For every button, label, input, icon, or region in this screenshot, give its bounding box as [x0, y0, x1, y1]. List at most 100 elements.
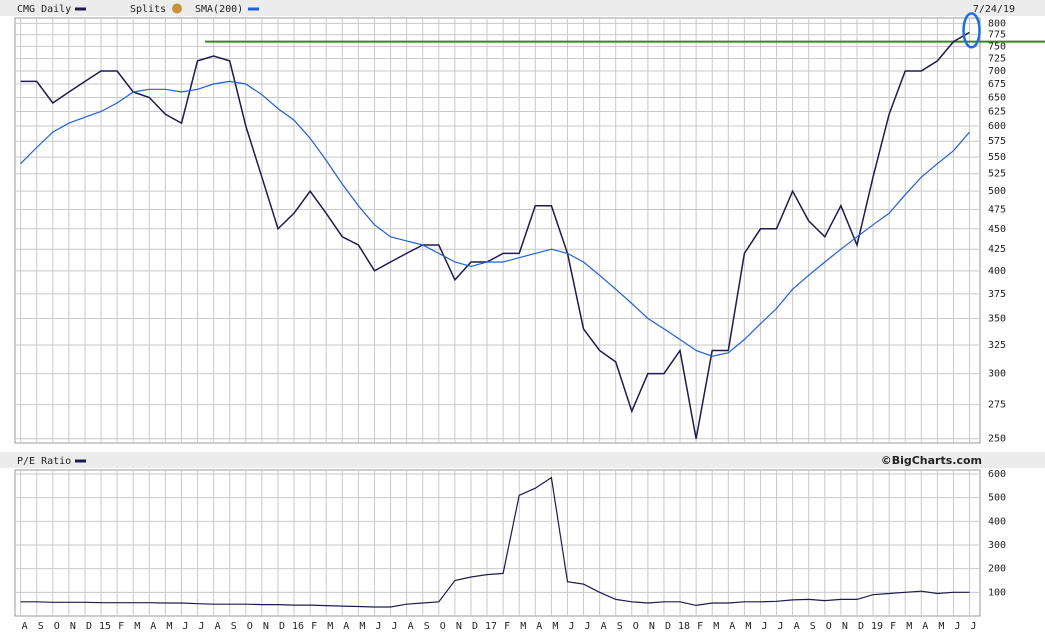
- x-tick-label: 19: [871, 621, 883, 632]
- y-tick-label: 375: [988, 289, 1006, 300]
- y-tick-label: 100: [988, 587, 1006, 598]
- y-tick-label: 725: [988, 53, 1006, 64]
- x-tick-label: M: [327, 621, 333, 632]
- x-tick-label: A: [22, 621, 28, 632]
- y-tick-label: 250: [988, 434, 1006, 445]
- highlight-ellipse: [962, 12, 981, 49]
- x-tick-label: J: [954, 621, 960, 632]
- y-tick-label: 300: [988, 369, 1006, 380]
- header-bar: [0, 0, 1045, 16]
- y-tick-label: 300: [988, 540, 1006, 551]
- y-tick-label: 500: [988, 186, 1006, 197]
- pe-header-bar: [0, 452, 1045, 468]
- x-tick-label: M: [745, 621, 751, 632]
- y-tick-label: 275: [988, 400, 1006, 411]
- x-tick-label: 15: [99, 621, 111, 632]
- series-line: [20, 476, 970, 608]
- y-tick-label: 475: [988, 204, 1006, 215]
- y-tick-label: 450: [988, 224, 1006, 235]
- x-tick-label: 16: [292, 621, 304, 632]
- x-tick-label: J: [182, 621, 188, 632]
- x-tick-label: D: [86, 621, 92, 632]
- x-tick-label: M: [520, 621, 526, 632]
- y-tick-label: 775: [988, 30, 1006, 41]
- credit: ©BigCharts.com: [881, 454, 982, 467]
- x-tick-label: D: [472, 621, 478, 632]
- x-tick-label: N: [649, 621, 655, 632]
- x-tick-label: A: [794, 621, 800, 632]
- price-legend: CMG Daily: [17, 4, 71, 15]
- splits-icon: [172, 3, 182, 14]
- x-tick-label: J: [585, 621, 591, 632]
- y-tick-label: 500: [988, 493, 1006, 504]
- y-tick-label: 675: [988, 79, 1006, 90]
- y-tick-label: 525: [988, 169, 1006, 180]
- x-tick-label: N: [842, 621, 848, 632]
- x-tick-label: N: [263, 621, 269, 632]
- series-line: [20, 80, 970, 357]
- y-tick-label: 350: [988, 314, 1006, 325]
- x-tick-label: O: [54, 621, 60, 632]
- y-tick-label: 600: [988, 121, 1006, 132]
- x-tick-label: S: [231, 621, 237, 632]
- y-tick-label: 400: [988, 266, 1006, 277]
- x-tick-label: A: [922, 621, 928, 632]
- x-tick-label: J: [568, 621, 574, 632]
- plot-area: [14, 469, 981, 617]
- x-tick-label: A: [150, 621, 156, 632]
- pe-legend: P/E Ratio: [17, 456, 71, 467]
- date-label: 7/24/19: [973, 4, 1015, 15]
- x-tick-label: J: [199, 621, 205, 632]
- plot-area: [14, 17, 981, 444]
- x-tick-label: M: [359, 621, 365, 632]
- x-tick-label: N: [70, 621, 76, 632]
- x-tick-label: O: [440, 621, 446, 632]
- x-tick-label: S: [38, 621, 44, 632]
- y-tick-label: 800: [988, 18, 1006, 29]
- x-tick-label: A: [601, 621, 607, 632]
- y-tick-label: 325: [988, 340, 1006, 351]
- x-tick-label: J: [971, 621, 977, 632]
- x-tick-label: M: [906, 621, 912, 632]
- y-tick-label: 650: [988, 92, 1006, 103]
- y-tick-label: 600: [988, 469, 1006, 480]
- x-tick-label: O: [247, 621, 253, 632]
- x-tick-label: M: [713, 621, 719, 632]
- x-tick-label: J: [761, 621, 767, 632]
- x-tick-label: D: [279, 621, 285, 632]
- y-tick-label: 700: [988, 66, 1006, 77]
- x-tick-label: 18: [678, 621, 690, 632]
- y-tick-label: 750: [988, 41, 1006, 52]
- x-tick-label: M: [552, 621, 558, 632]
- x-tick-label: M: [938, 621, 944, 632]
- x-tick-label: O: [633, 621, 639, 632]
- x-tick-label: D: [665, 621, 671, 632]
- sma-legend: SMA(200): [195, 4, 243, 15]
- y-tick-label: 200: [988, 564, 1006, 575]
- x-tick-label: A: [536, 621, 542, 632]
- x-tick-label: A: [729, 621, 735, 632]
- x-tick-label: A: [215, 621, 221, 632]
- x-tick-label: M: [134, 621, 140, 632]
- x-tick-label: D: [858, 621, 864, 632]
- x-tick-label: A: [343, 621, 349, 632]
- x-tick-label: F: [504, 621, 510, 632]
- y-tick-label: 625: [988, 106, 1006, 117]
- x-tick-label: S: [810, 621, 816, 632]
- series-line: [20, 31, 970, 439]
- x-tick-label: J: [375, 621, 381, 632]
- x-tick-label: S: [424, 621, 430, 632]
- x-tick-label: F: [697, 621, 703, 632]
- y-tick-label: 575: [988, 136, 1006, 147]
- y-tick-label: 400: [988, 516, 1006, 527]
- x-tick-label: J: [778, 621, 784, 632]
- x-tick-label: A: [408, 621, 414, 632]
- x-tick-label: O: [826, 621, 832, 632]
- x-tick-label: J: [392, 621, 398, 632]
- y-tick-label: 550: [988, 152, 1006, 163]
- splits-legend: Splits: [130, 4, 166, 15]
- x-tick-label: M: [166, 621, 172, 632]
- x-tick-label: F: [118, 621, 124, 632]
- x-tick-label: N: [456, 621, 462, 632]
